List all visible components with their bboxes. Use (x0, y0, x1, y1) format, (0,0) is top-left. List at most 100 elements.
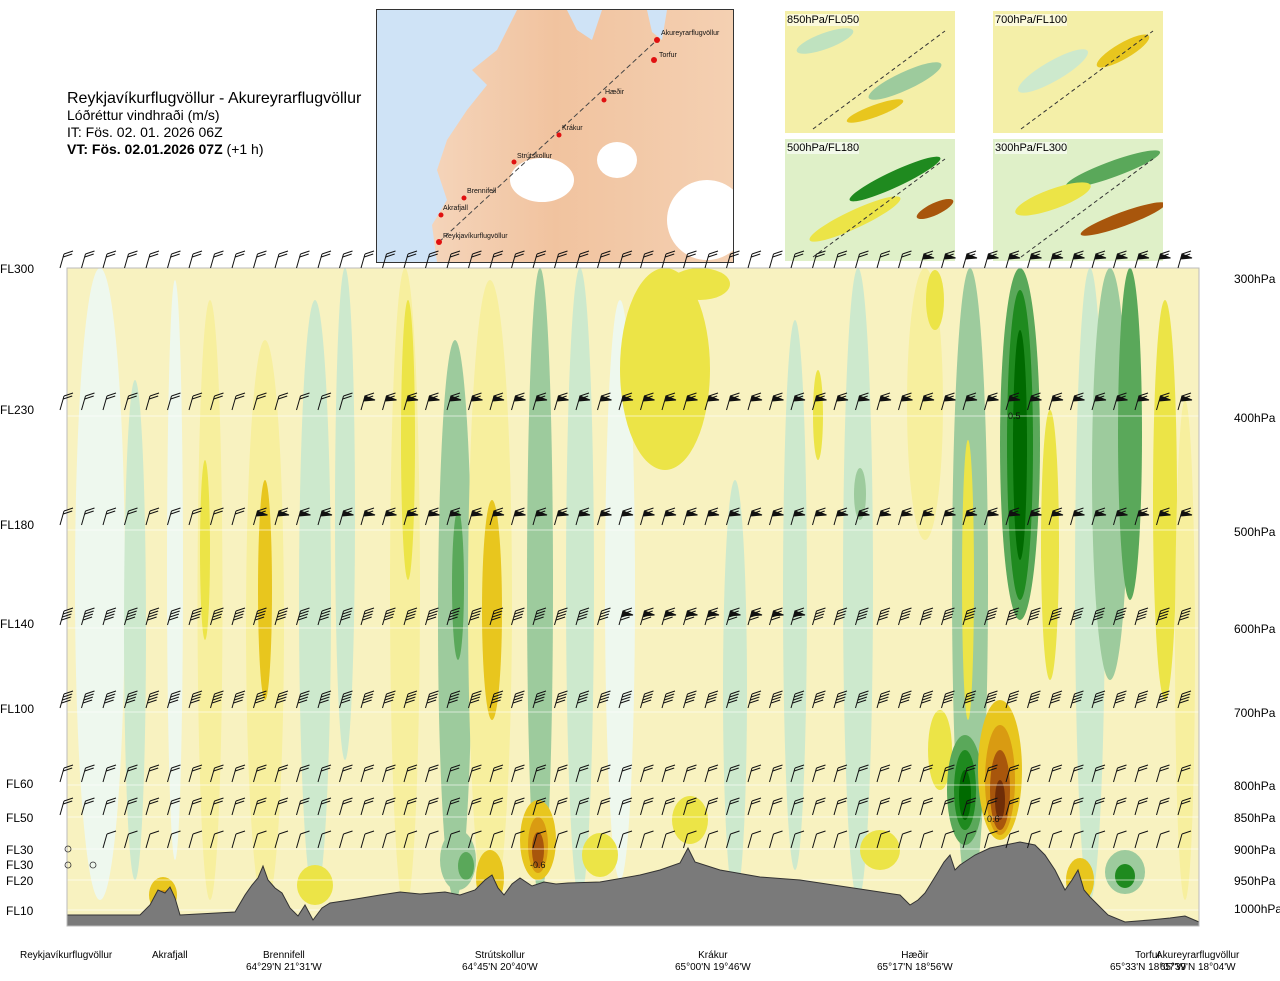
wind-barb (1048, 830, 1063, 849)
wind-barb (1048, 690, 1063, 709)
wind-barb (640, 392, 655, 411)
wind-barb (726, 797, 740, 816)
wind-barb (145, 797, 160, 816)
wind-barb (468, 392, 483, 411)
wind-barb (360, 764, 375, 783)
wind-barb (855, 507, 870, 526)
wind-barb (360, 250, 375, 269)
velocity-streak (1175, 400, 1195, 900)
wind-barb (554, 830, 568, 849)
wind-barb (382, 764, 396, 783)
wind-barb (812, 250, 826, 269)
wind-barb (554, 507, 569, 526)
contour-label-2: -0.6 (530, 860, 546, 870)
calm-marker (64, 861, 72, 869)
wind-barb (253, 250, 267, 269)
wind-barb (1177, 507, 1193, 526)
wind-barb (468, 607, 482, 626)
wind-barb (790, 797, 805, 816)
velocity-streak (452, 510, 464, 660)
wind-barb (382, 507, 397, 526)
velocity-streak (854, 468, 866, 520)
wind-barb (317, 392, 332, 411)
wind-barb (1113, 797, 1127, 816)
wind-barb (683, 392, 698, 411)
wind-barb (1177, 690, 1192, 709)
velocity-core (672, 796, 708, 844)
wind-barb (425, 507, 440, 526)
wind-barb (1156, 507, 1171, 526)
wind-barb (1134, 392, 1150, 411)
velocity-streak (907, 268, 943, 540)
velocity-streak (482, 500, 502, 720)
wind-barb (145, 392, 160, 411)
velocity-streak (605, 300, 635, 880)
wind-barb (876, 764, 891, 783)
wind-barb (1113, 690, 1127, 709)
wind-barb (145, 250, 160, 269)
station-strutskollur: Strútskollur 64°45'N 20°40'W (462, 950, 538, 974)
wind-barb (1027, 764, 1041, 783)
wind-barb (855, 797, 869, 816)
wind-barb (618, 797, 633, 816)
wind-barb (102, 690, 117, 709)
wind-barb (274, 250, 289, 269)
wind-barb (59, 797, 74, 816)
wind-barb (511, 507, 526, 526)
wind-barb (317, 607, 332, 626)
wind-barb (726, 830, 740, 849)
wind-barb (446, 607, 461, 626)
wind-barb (898, 607, 912, 626)
wind-barb (919, 392, 935, 411)
velocity-core (1115, 864, 1135, 888)
wind-barb (1134, 250, 1150, 269)
inset-700-svg (993, 11, 1163, 133)
wind-barb (1005, 607, 1020, 626)
wind-barb (446, 392, 462, 411)
station-akureyri: Akureyrarflugvöllur 65°39'N 18°04'W (1156, 950, 1239, 974)
wind-barb (1177, 797, 1192, 816)
wind-barb (403, 250, 418, 269)
p-label-1: 400hPa (1234, 411, 1276, 425)
wind-barb (317, 830, 332, 849)
wind-barb (941, 250, 956, 269)
wind-barb (962, 830, 977, 849)
wind-barb (747, 690, 762, 709)
wind-barb (167, 764, 181, 783)
wind-barb (1156, 764, 1170, 783)
station-name: Krákur (698, 950, 728, 961)
wind-barb (618, 764, 633, 783)
wind-barb (1091, 507, 1107, 526)
wind-barb (339, 392, 353, 411)
fl-label-8: FL30 (6, 858, 34, 872)
wind-barb (296, 690, 310, 709)
wind-barb (790, 250, 805, 269)
wind-barb (468, 507, 483, 526)
wind-barb (253, 690, 267, 709)
wind-barb (489, 690, 504, 709)
wind-barb (769, 607, 784, 626)
wind-barb (812, 507, 827, 526)
wind-barb (468, 830, 482, 849)
wind-barb (769, 507, 784, 526)
wind-barb (984, 830, 998, 849)
fl-label-6: FL50 (6, 811, 34, 825)
wind-barb (790, 690, 805, 709)
wind-barb (231, 830, 246, 849)
wind-barb (59, 392, 74, 411)
wind-barb (274, 507, 290, 526)
wind-barb (833, 250, 848, 269)
wind-barb (726, 392, 741, 411)
wind-barb (984, 797, 998, 816)
wind-barb (984, 764, 998, 783)
wind-barb (1005, 764, 1020, 783)
wind-barb (898, 507, 913, 526)
wind-barb (833, 764, 848, 783)
map-label-krakur: Krákur (562, 125, 583, 132)
fl-label-5: FL60 (6, 777, 34, 791)
wind-barb (231, 690, 246, 709)
wind-barb (446, 250, 461, 269)
fl-label-7: FL30 (6, 843, 34, 857)
wind-barb (511, 250, 525, 269)
